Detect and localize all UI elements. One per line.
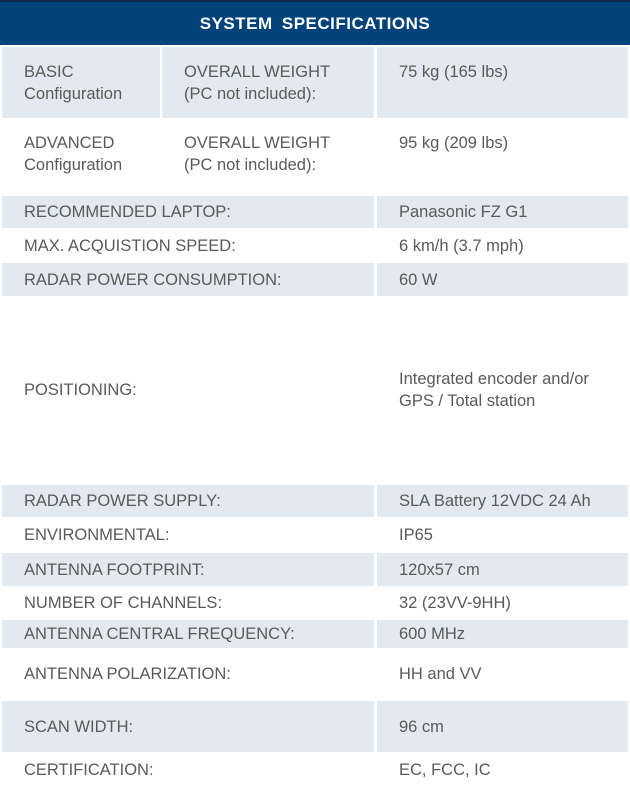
table-row: POSITIONING: Integrated encoder and/or GP… <box>0 296 630 484</box>
table-row: CERTIFICATION: EC, FCC, IC <box>0 752 630 787</box>
spec-value-text: 96 cm <box>399 717 444 736</box>
spec-label: RADAR POWER SUPPLY: <box>2 485 374 517</box>
table-row: SCAN WIDTH: 96 cm <box>0 701 630 752</box>
spec-label: ENVIRONMENTAL: <box>24 526 170 544</box>
spec-value-text: 32 (23VV-9HH) <box>399 594 511 612</box>
spec-value: 75 kg (165 lbs) <box>377 47 628 118</box>
spec-label: MAX. ACQUISTION SPEED: <box>24 236 236 255</box>
spec-value-text: 600 MHz <box>399 625 466 643</box>
config-name: ADVANCED Configuration <box>24 134 123 174</box>
table-row: RADAR POWER CONSUMPTION: 60 W <box>0 263 630 296</box>
spec-label: OVERALL WEIGHT (PC not included): <box>184 134 331 174</box>
spec-value: Panasonic FZ G1 <box>377 196 628 228</box>
spec-label: SCAN WIDTH: <box>2 701 374 752</box>
spec-value-text: Integrated encoder and/or GPS / Total st… <box>399 370 589 410</box>
spec-value: 96 cm <box>377 701 628 752</box>
table-row: MAX. ACQUISTION SPEED: 6 km/h (3.7 mph) <box>0 229 630 262</box>
spec-label: POSITIONING: <box>24 381 137 399</box>
spec-value-text: SLA Battery 12VDC 24 Ah <box>399 492 591 510</box>
table-row: ANTENNA POLARIZATION: HH and VV <box>0 648 630 700</box>
spec-value: Integrated encoder and/or GPS / Total st… <box>377 296 628 484</box>
spec-label: ANTENNA FOOTPRINT: <box>2 553 374 586</box>
table-row: RECOMMENDED LAPTOP: Panasonic FZ G1 <box>0 196 630 228</box>
table-row: ADVANCED Configuration OVERALL WEIGHT (PC … <box>0 118 630 195</box>
config-name: BASIC Configuration <box>2 47 160 118</box>
table-row: NUMBER OF CHANNELS: 32 (23VV-9HH) <box>0 586 630 620</box>
spec-value: 600 MHz <box>377 620 628 648</box>
table-row: RADAR POWER SUPPLY: SLA Battery 12VDC 24 … <box>0 485 630 517</box>
spec-label: CERTIFICATION: <box>24 760 154 779</box>
spec-value: SLA Battery 12VDC 24 Ah <box>377 485 628 517</box>
spec-value: HH and VV <box>377 648 628 700</box>
table-row: ANTENNA FOOTPRINT: 120x57 cm <box>0 553 630 586</box>
spec-value-text: HH and VV <box>399 665 482 683</box>
spec-value-text: IP65 <box>399 526 433 544</box>
spec-value: 6 km/h (3.7 mph) <box>377 229 628 262</box>
table-title: SYSTEM SPECIFICATIONS <box>0 0 630 45</box>
spec-label: ANTENNA CENTRAL FREQUENCY: <box>2 620 374 648</box>
spec-value: 120x57 cm <box>377 553 628 586</box>
spec-value-text: Panasonic FZ G1 <box>399 203 528 221</box>
table-row: ENVIRONMENTAL: IP65 <box>0 517 630 553</box>
spec-value-text: 120x57 cm <box>399 560 480 579</box>
spec-label: RECOMMENDED LAPTOP: <box>2 196 374 228</box>
spec-label: OVERALL WEIGHT (PC not included): <box>162 47 374 118</box>
spec-value: EC, FCC, IC <box>377 752 628 787</box>
spec-value-text: 6 km/h (3.7 mph) <box>399 236 524 255</box>
spec-value-text: EC, FCC, IC <box>399 760 491 779</box>
spec-value: 60 W <box>377 263 628 296</box>
spec-value: 32 (23VV-9HH) <box>377 586 628 620</box>
spec-value: IP65 <box>377 517 628 553</box>
spec-label: ANTENNA POLARIZATION: <box>24 665 231 683</box>
table-row: ANTENNA CENTRAL FREQUENCY: 600 MHz <box>0 620 630 648</box>
spec-label: NUMBER OF CHANNELS: <box>24 594 223 612</box>
spec-value-text: 60 W <box>399 270 438 289</box>
spec-label: RADAR POWER CONSUMPTION: <box>2 263 374 296</box>
table-row: BASIC Configuration OVERALL WEIGHT (PC not… <box>0 47 630 118</box>
spec-value: 95 kg (209 lbs) <box>399 134 509 152</box>
